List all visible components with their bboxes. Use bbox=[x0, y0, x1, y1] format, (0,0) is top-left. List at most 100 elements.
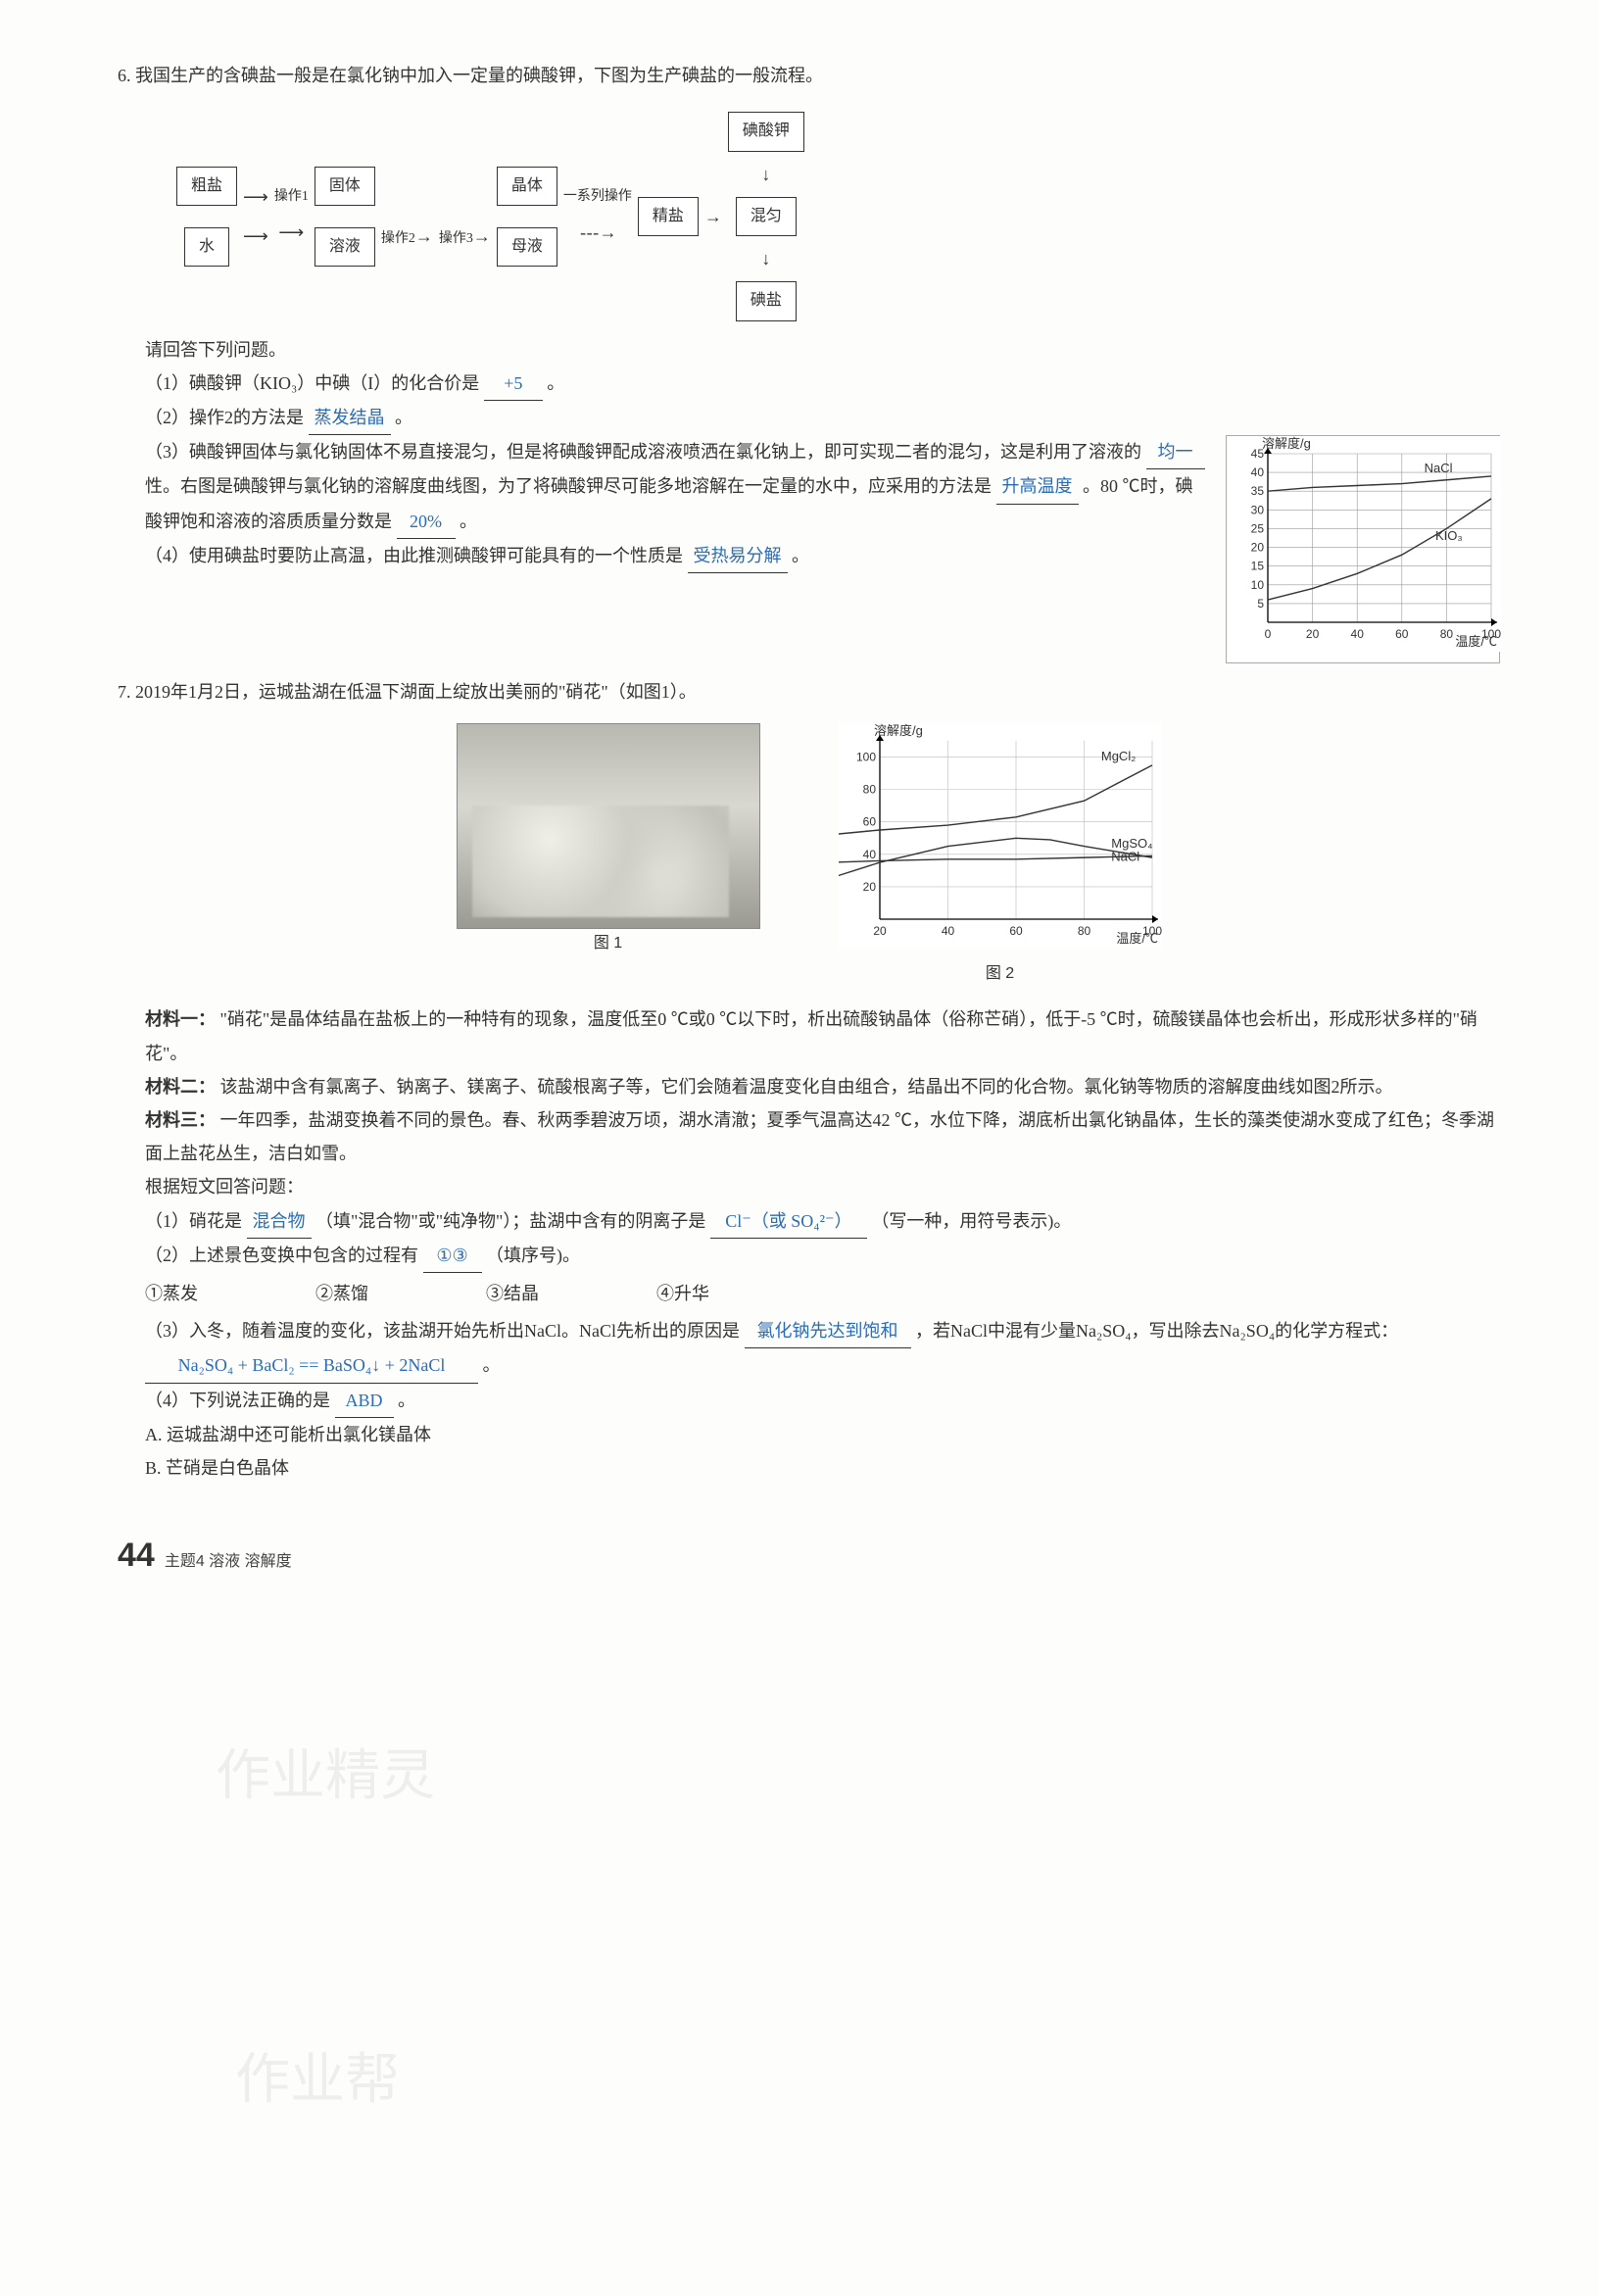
svg-text:30: 30 bbox=[1251, 504, 1265, 517]
flow-node-water: 水 bbox=[184, 227, 229, 267]
text: ，若NaCl中混有少量Na₂SO₄，写出除去Na₂SO₄的化学方程式： bbox=[915, 1321, 1398, 1341]
svg-text:80: 80 bbox=[1077, 924, 1090, 938]
q7-figure-row: 图 1 2040608010020406080100溶解度/g温度/℃MgCl₂… bbox=[118, 723, 1500, 990]
svg-text:40: 40 bbox=[862, 847, 876, 860]
svg-text:20: 20 bbox=[862, 880, 876, 894]
svg-text:60: 60 bbox=[1009, 924, 1023, 938]
material-head: 材料一： bbox=[145, 1009, 216, 1029]
svg-text:KIO₃: KIO₃ bbox=[1435, 528, 1463, 543]
question-6: 6. 我国生产的含碘盐一般是在氯化钠中加入一定量的碘酸钾，下图为生产碘盐的一般流… bbox=[118, 59, 1500, 663]
page: 作业精灵 作业帮 6. 我国生产的含碘盐一般是在氯化钠中加入一定量的碘酸钾，下图… bbox=[118, 59, 1500, 1588]
watermark: 作业帮 bbox=[235, 2028, 400, 2132]
text: （4）使用碘盐时要防止高温，由此推测碘酸钾可能具有的一个性质是 bbox=[145, 546, 683, 565]
answer-blank: ABD bbox=[335, 1384, 394, 1418]
svg-text:MgCl₂: MgCl₂ bbox=[1100, 749, 1135, 763]
text: （填序号)。 bbox=[486, 1246, 580, 1265]
answer-blank: 20% bbox=[397, 505, 456, 539]
text: 。 bbox=[547, 373, 564, 393]
text: 。 bbox=[395, 408, 412, 427]
q6-part2: （2）操作2的方法是 蒸发结晶 。 bbox=[118, 401, 1500, 435]
flow-node-cusalt: 粗盐 bbox=[176, 167, 237, 206]
svg-text:40: 40 bbox=[941, 924, 954, 938]
svg-text:0: 0 bbox=[1265, 627, 1272, 641]
svg-text:NaCl: NaCl bbox=[1111, 849, 1139, 863]
flow-label-op2: 操作2 bbox=[381, 231, 415, 246]
svg-text:15: 15 bbox=[1251, 560, 1265, 573]
answer-blank: Na₂SO₄ + BaCl₂ == BaSO₄↓ + 2NaCl bbox=[145, 1348, 478, 1383]
figure-1: 图 1 bbox=[457, 723, 760, 990]
q7-part4: （4）下列说法正确的是 ABD 。 bbox=[118, 1384, 1500, 1418]
flow-label-op3: 操作3 bbox=[439, 231, 473, 246]
text: 。 bbox=[792, 546, 809, 565]
text: 。 bbox=[460, 512, 477, 531]
photo-salt-flower bbox=[457, 723, 760, 929]
material-head: 材料三： bbox=[145, 1110, 216, 1130]
svg-text:40: 40 bbox=[1251, 465, 1265, 479]
answer-blank: 升高温度 bbox=[996, 469, 1079, 504]
svg-text:溶解度/g: 溶解度/g bbox=[1262, 436, 1311, 451]
text: 性。右图是碘酸钾与氯化钠的溶解度曲线图，为了将碘酸钾尽可能多地溶解在一定量的水中… bbox=[145, 476, 992, 496]
arrow-icon: ⟶ bbox=[278, 216, 304, 249]
material-body: "硝花"是晶体结晶在盐板上的一种特有的现象，温度低至0 ℃或0 ℃以下时，析出硫… bbox=[145, 1009, 1477, 1062]
svg-text:温度/℃: 温度/℃ bbox=[1455, 634, 1497, 649]
q7-part2-options: ①蒸发 ②蒸馏 ③结晶 ④升华 bbox=[118, 1277, 1500, 1310]
text: （写一种，用符号表示)。 bbox=[871, 1211, 1071, 1231]
q6-part4: （4）使用碘盐时要防止高温，由此推测碘酸钾可能具有的一个性质是 受热易分解 。 bbox=[145, 539, 1210, 573]
svg-text:25: 25 bbox=[1251, 522, 1265, 536]
text: （1）碘酸钾（KIO₃）中碘（I）的化合价是 bbox=[145, 373, 479, 393]
q6-stem: 6. 我国生产的含碘盐一般是在氯化钠中加入一定量的碘酸钾，下图为生产碘盐的一般流… bbox=[118, 59, 1500, 92]
svg-text:35: 35 bbox=[1251, 485, 1265, 499]
q7-part3: （3）入冬，随着温度的变化，该盐湖开始先析出NaCl。NaCl先析出的原因是 氯… bbox=[118, 1314, 1500, 1383]
flow-node-crystal: 晶体 bbox=[497, 167, 557, 206]
arrow-icon: → bbox=[704, 200, 722, 233]
option-a: A. 运城盐湖中还可能析出氯化镁晶体 bbox=[118, 1418, 1500, 1451]
material-3: 材料三： 一年四季，盐湖变换着不同的景色。春、秋两季碧波万顷，湖水清澈；夏季气温… bbox=[118, 1103, 1500, 1170]
q7-sub: 根据短文回答问题： bbox=[118, 1170, 1500, 1203]
figure-caption: 图 2 bbox=[839, 959, 1162, 989]
text: （1）硝花是 bbox=[145, 1211, 242, 1231]
option-b: B. 芒硝是白色晶体 bbox=[118, 1451, 1500, 1485]
svg-text:100: 100 bbox=[855, 750, 875, 763]
q6-part3-text: （3）碘酸钾固体与氯化钠固体不易直接混匀，但是将碘酸钾配成溶液喷洒在氯化钠上，即… bbox=[145, 435, 1210, 573]
text: （2）上述景色变换中包含的过程有 bbox=[145, 1246, 418, 1265]
q6-prompt: 请回答下列问题。 bbox=[118, 333, 1500, 366]
flow-node-mix: 混匀 bbox=[736, 197, 797, 236]
answer-blank: +5 bbox=[484, 366, 543, 401]
q7-stem: 7. 2019年1月2日，运城盐湖在低温下湖面上绽放出美丽的"硝花"（如图1）。 bbox=[118, 675, 1500, 708]
svg-text:40: 40 bbox=[1351, 627, 1365, 641]
svg-text:60: 60 bbox=[862, 814, 876, 828]
option-3: ③结晶 bbox=[486, 1277, 539, 1310]
q7-part2: （2）上述景色变换中包含的过程有 ①③ （填序号)。 bbox=[118, 1239, 1500, 1273]
material-body: 该盐湖中含有氯离子、钠离子、镁离子、硫酸根离子等，它们会随着温度变化自由组合，结… bbox=[220, 1077, 1393, 1097]
flow-label-series: 一系列操作 bbox=[563, 184, 632, 211]
page-number: 44 bbox=[118, 1524, 155, 1588]
chart-svg: 02040608010051015202530354045溶解度/g温度/℃Na… bbox=[1227, 436, 1501, 652]
answer-blank: Cl⁻（或 SO₄²⁻） bbox=[710, 1204, 867, 1239]
text: （3）入冬，随着温度的变化，该盐湖开始先析出NaCl。NaCl先析出的原因是 bbox=[145, 1321, 740, 1341]
svg-text:20: 20 bbox=[873, 924, 887, 938]
arrow-icon: - - - → bbox=[580, 216, 614, 249]
svg-text:MgSO₄: MgSO₄ bbox=[1111, 836, 1152, 851]
svg-text:20: 20 bbox=[1306, 627, 1320, 641]
page-footer: 44 主题4 溶液 溶解度 bbox=[118, 1524, 1500, 1588]
q6-solubility-chart: 02040608010051015202530354045溶解度/g温度/℃Na… bbox=[1226, 435, 1500, 663]
svg-text:80: 80 bbox=[1440, 627, 1454, 641]
svg-text:10: 10 bbox=[1251, 578, 1265, 592]
svg-text:80: 80 bbox=[862, 782, 876, 796]
answer-blank: 均一 bbox=[1146, 435, 1205, 469]
text: （4）下列说法正确的是 bbox=[145, 1391, 330, 1410]
material-2: 材料二： 该盐湖中含有氯离子、钠离子、镁离子、硫酸根离子等，它们会随着温度变化自… bbox=[118, 1070, 1500, 1103]
arrow-icon: ⟶ bbox=[243, 180, 268, 214]
svg-text:60: 60 bbox=[1395, 627, 1409, 641]
figure-caption: 图 1 bbox=[457, 929, 760, 958]
text: （3）碘酸钾固体与氯化钠固体不易直接混匀，但是将碘酸钾配成溶液喷洒在氯化钠上，即… bbox=[145, 442, 1141, 462]
material-1: 材料一： "硝花"是晶体结晶在盐板上的一种特有的现象，温度低至0 ℃或0 ℃以下… bbox=[118, 1002, 1500, 1069]
q6-part3-row: （3）碘酸钾固体与氯化钠固体不易直接混匀，但是将碘酸钾配成溶液喷洒在氯化钠上，即… bbox=[118, 435, 1500, 663]
arrow-icon: ⟶ bbox=[243, 220, 268, 253]
svg-text:20: 20 bbox=[1251, 541, 1265, 555]
q7-part1: （1）硝花是 混合物 （填"混合物"或"纯净物"）；盐湖中含有的阴离子是 Cl⁻… bbox=[118, 1204, 1500, 1239]
svg-text:温度/℃: 温度/℃ bbox=[1116, 931, 1158, 946]
chart-svg: 2040608010020406080100溶解度/g温度/℃MgCl₂NaCl… bbox=[839, 723, 1162, 949]
arrow-icon: → bbox=[415, 226, 433, 246]
text: 。 bbox=[398, 1391, 415, 1410]
